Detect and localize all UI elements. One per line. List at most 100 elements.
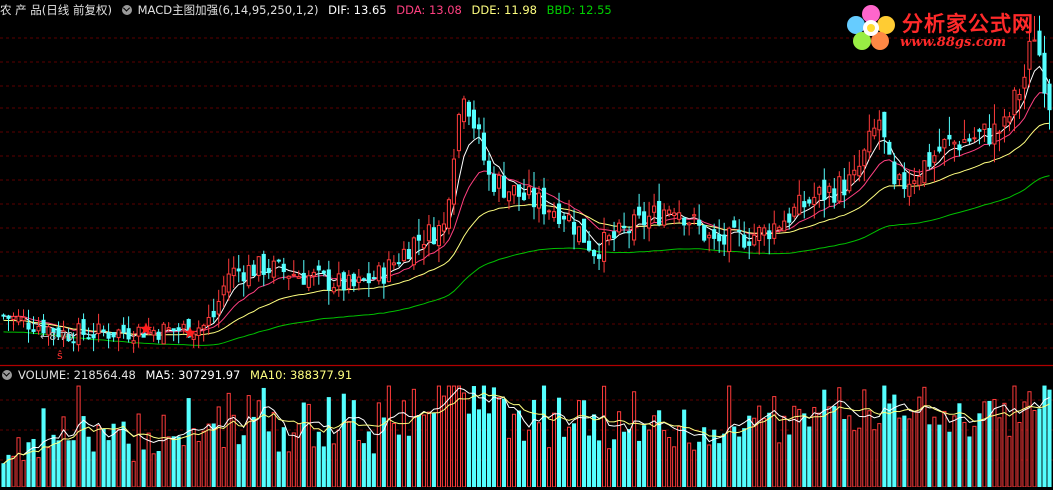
dda-line (3, 92, 1050, 335)
volume-bar (96, 424, 101, 488)
candle-body (967, 138, 972, 142)
indicator-name[interactable]: MACD主图加强(6,14,95,250,1,2) (137, 3, 319, 17)
candle-body (862, 149, 867, 167)
candle-body (406, 249, 411, 260)
indicator-toggle-icon[interactable] (121, 5, 132, 15)
candle-body (481, 132, 487, 161)
volume-bar (466, 413, 471, 488)
candle-body (622, 225, 627, 229)
volume-bar (1017, 421, 1022, 488)
candle-body (812, 196, 817, 205)
candle-body (441, 223, 446, 232)
volume-bar (326, 397, 331, 488)
volume-bar (451, 385, 456, 488)
volume-bar (942, 410, 947, 488)
volume-value: VOLUME: 218564.48 (18, 368, 136, 382)
buy-signal-star-icon (139, 322, 153, 335)
candle-body (732, 220, 737, 228)
volume-toggle-icon[interactable] (2, 370, 12, 380)
volume-bar (672, 446, 677, 488)
volume-bar (912, 410, 917, 488)
candle-body (692, 214, 697, 217)
candle-body (416, 234, 421, 241)
candle-body (1002, 116, 1007, 127)
candle-body (516, 184, 522, 197)
volume-bar (51, 434, 56, 488)
volume-bar (947, 431, 952, 488)
candle-body (667, 209, 672, 215)
volume-bar (301, 402, 306, 488)
volume-bar (256, 400, 261, 488)
volume-bar (1, 463, 6, 488)
volume-bar (952, 415, 957, 488)
volume-bar (91, 451, 96, 488)
candle-body (401, 248, 406, 262)
volume-bar (321, 446, 326, 488)
candle-body (171, 328, 176, 332)
volume-bar (131, 460, 136, 488)
candle-body (922, 160, 927, 184)
volume-bar (411, 388, 416, 488)
candle-body (126, 328, 131, 340)
volume-bar (506, 437, 512, 488)
candle-body (822, 179, 827, 201)
volume-bar (461, 392, 466, 488)
candle-body (496, 174, 502, 189)
volume-bar (1032, 409, 1037, 488)
volume-bar (511, 413, 517, 488)
candle-body (887, 141, 892, 155)
candle-body (687, 222, 692, 226)
candle-body (211, 310, 216, 318)
candle-body (71, 341, 76, 344)
candle-body (992, 123, 997, 145)
candle-body (932, 155, 937, 163)
volume-bar (491, 387, 497, 488)
candle-body (391, 262, 396, 266)
candle-body (236, 268, 241, 272)
candle-body (526, 186, 532, 196)
volume-bar (156, 451, 161, 488)
dif-line (3, 65, 1050, 337)
volume-bar (902, 415, 907, 488)
moving-average-layer (3, 65, 1050, 346)
candle-body (717, 234, 722, 242)
volume-bar (16, 437, 21, 488)
candle-body (461, 98, 466, 123)
candle-body (181, 323, 186, 330)
volume-bar (76, 385, 81, 488)
volume-bar (171, 436, 176, 488)
volume-bar (957, 403, 962, 488)
candle-body (962, 139, 967, 143)
volume-bar (186, 398, 191, 488)
candle-body (797, 194, 802, 215)
candle-body (341, 272, 346, 291)
volume-bar (536, 422, 542, 488)
candle-body (306, 275, 311, 288)
candle-body (451, 158, 456, 205)
volume-bar (341, 393, 346, 488)
candle-body (632, 214, 637, 241)
candle-body (707, 234, 712, 239)
candle-body (847, 174, 852, 192)
candle-body (762, 227, 767, 236)
volume-bar (431, 413, 436, 488)
volume-bar (612, 439, 617, 488)
candle-body (902, 172, 907, 190)
buy-signal-star-icon (183, 326, 197, 339)
volume-bar (206, 423, 211, 488)
volume-bar (972, 425, 977, 488)
volume-bar (71, 440, 76, 488)
candle-body (937, 146, 942, 152)
volume-bar (391, 423, 396, 488)
volume-bar (637, 440, 642, 488)
volume-bar (346, 420, 351, 488)
volume-bar (231, 414, 236, 488)
candle-body (136, 326, 141, 337)
volume-bar (121, 421, 126, 488)
low-marker-label: ŝ (57, 349, 63, 362)
volume-bar (752, 417, 757, 488)
candle-body (286, 275, 291, 279)
volume-bar (181, 445, 186, 488)
